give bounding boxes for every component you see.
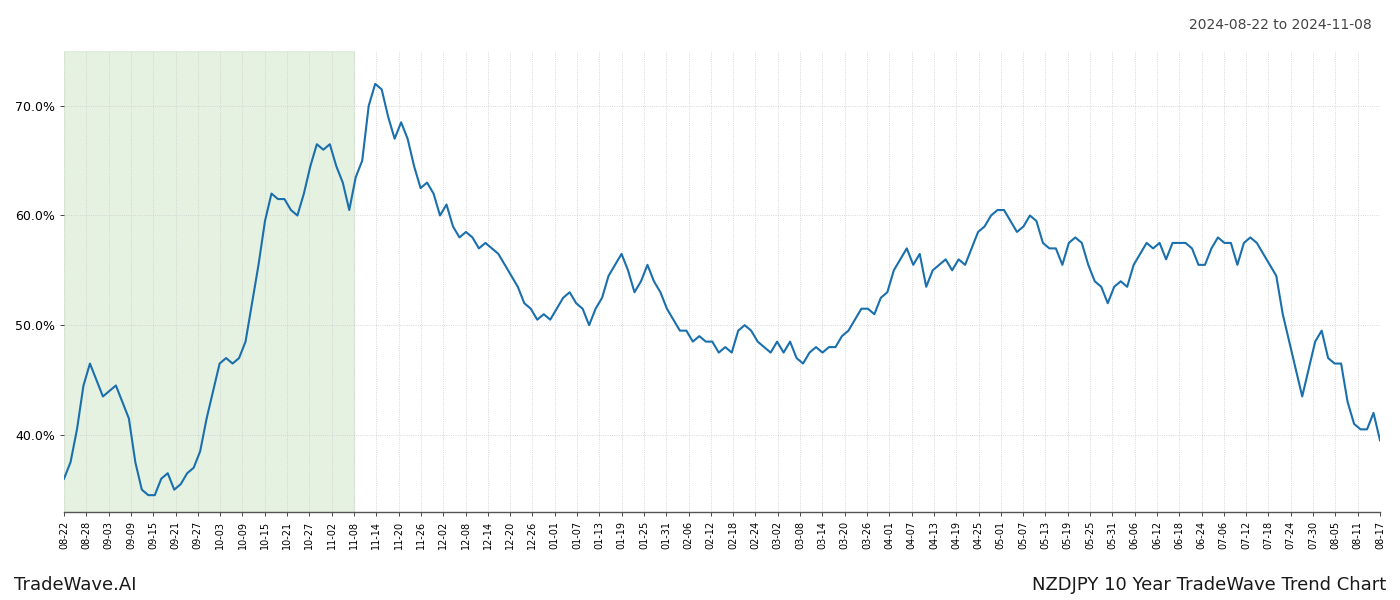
Text: TradeWave.AI: TradeWave.AI: [14, 576, 137, 594]
Bar: [64, 51, 354, 512]
Text: NZDJPY 10 Year TradeWave Trend Chart: NZDJPY 10 Year TradeWave Trend Chart: [1032, 576, 1386, 594]
Text: 2024-08-22 to 2024-11-08: 2024-08-22 to 2024-11-08: [1189, 18, 1372, 32]
